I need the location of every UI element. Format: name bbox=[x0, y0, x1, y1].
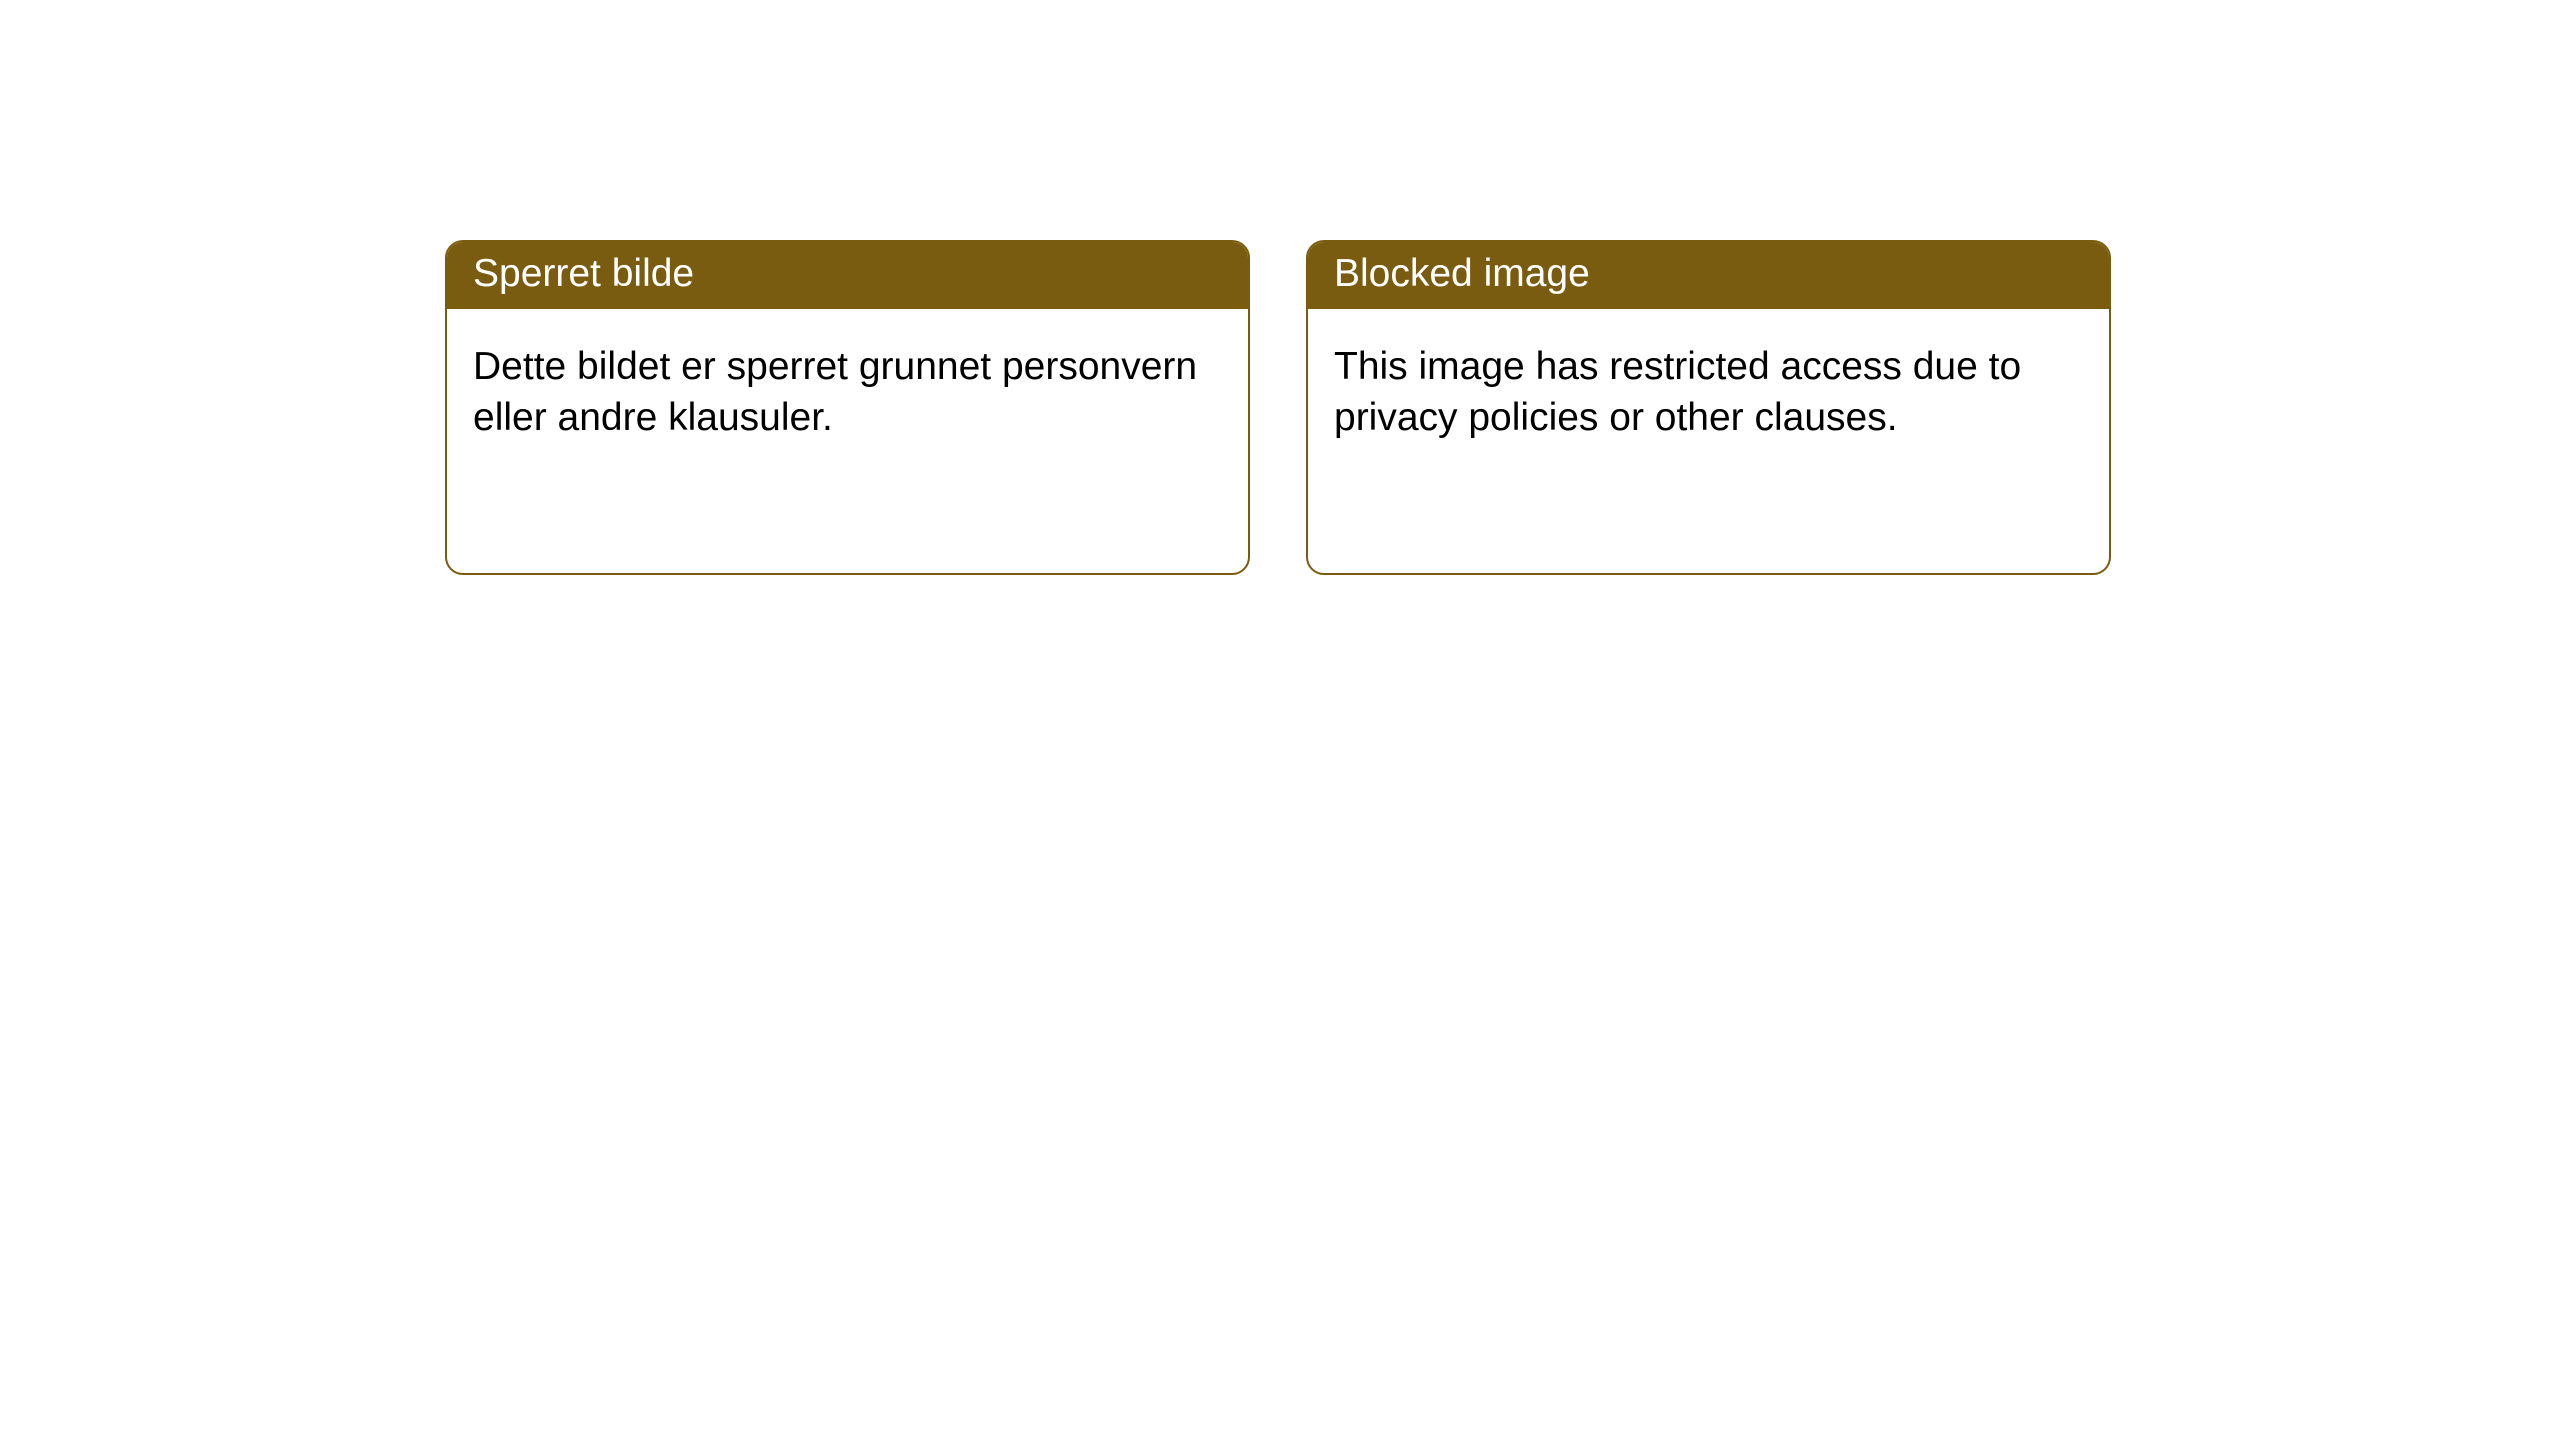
notice-card-body: Dette bildet er sperret grunnet personve… bbox=[447, 309, 1248, 470]
notice-cards-container: Sperret bilde Dette bildet er sperret gr… bbox=[0, 0, 2560, 575]
notice-card-english: Blocked image This image has restricted … bbox=[1306, 240, 2111, 575]
notice-card-title: Blocked image bbox=[1308, 242, 2109, 309]
notice-card-norwegian: Sperret bilde Dette bildet er sperret gr… bbox=[445, 240, 1250, 575]
notice-card-title: Sperret bilde bbox=[447, 242, 1248, 309]
notice-card-body: This image has restricted access due to … bbox=[1308, 309, 2109, 470]
